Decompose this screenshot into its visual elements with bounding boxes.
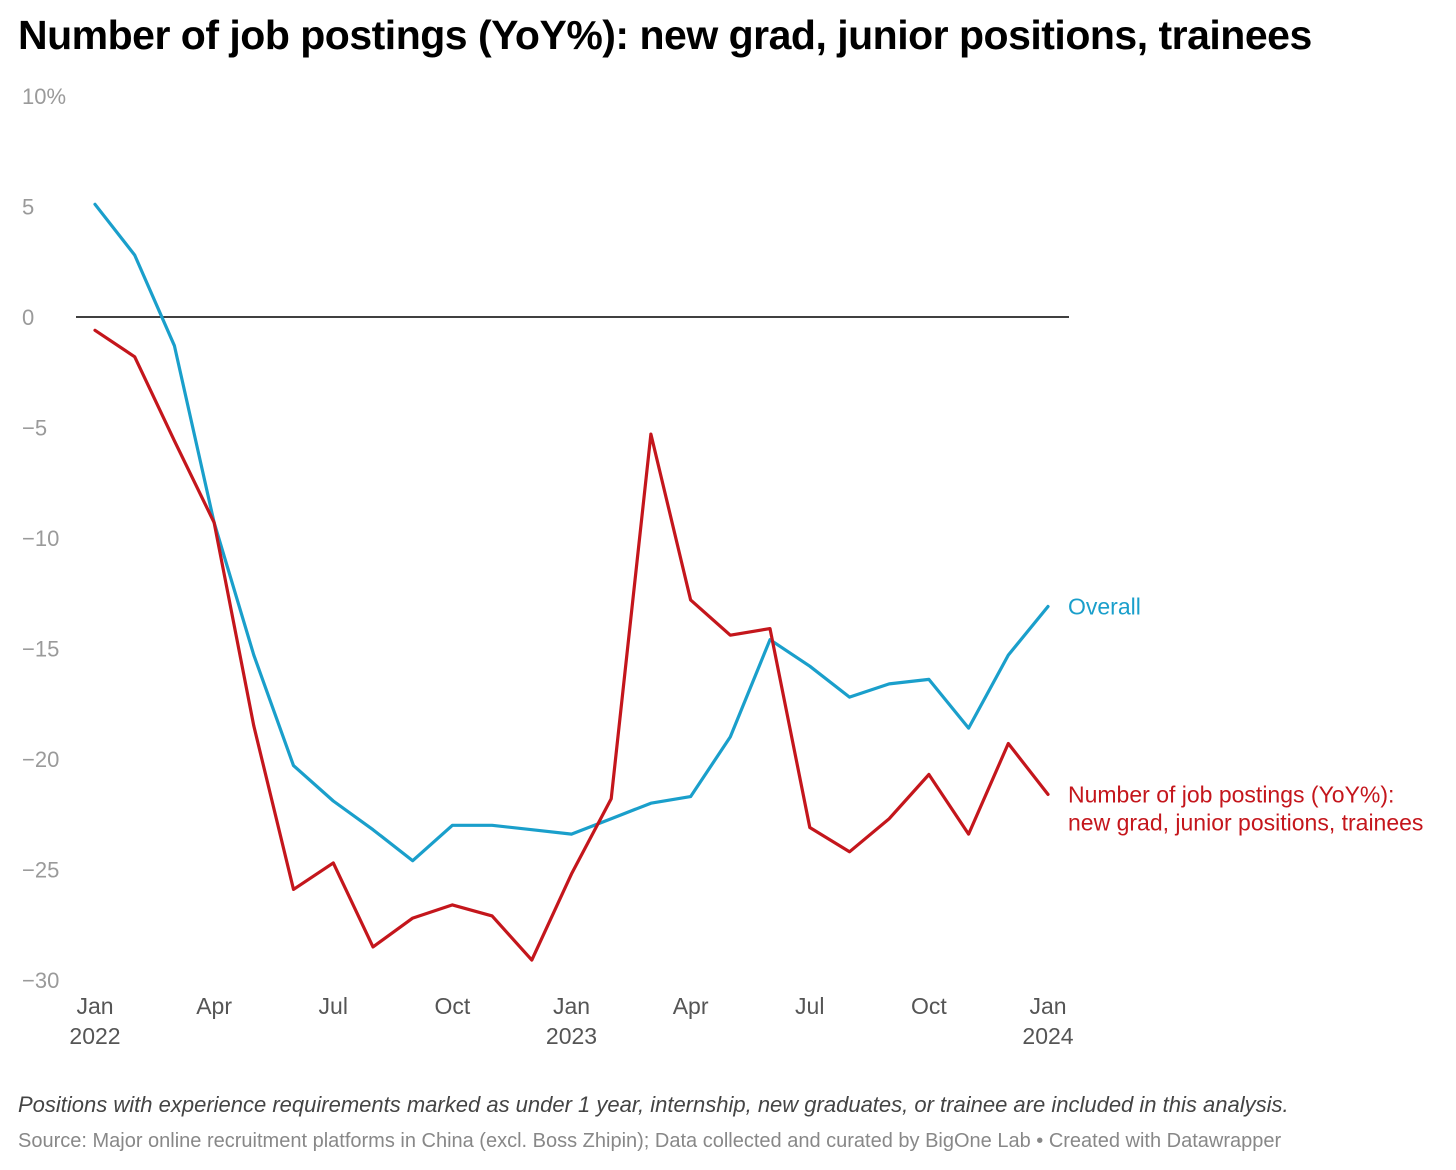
series-line-new-grad — [93, 328, 1050, 962]
y-tick-label: 5 — [22, 195, 34, 220]
chart-source: Source: Major online recruitment platfor… — [18, 1130, 1282, 1152]
x-tick-label: Jul — [795, 993, 824, 1019]
y-tick-label: −5 — [22, 416, 47, 441]
series-line-overall — [93, 202, 1050, 863]
x-tick-label: Apr — [673, 993, 709, 1019]
x-tick-label: Jan — [1029, 993, 1066, 1019]
series-labels: Overall Number of job postings (YoY%):new… — [1068, 594, 1423, 836]
y-tick-label: 0 — [22, 305, 34, 330]
x-tick-label: Jan — [76, 993, 113, 1019]
chart-note: Positions with experience requirements m… — [18, 1092, 1289, 1117]
series-lines — [93, 202, 1050, 962]
series-label: new grad, junior positions, trainees — [1068, 809, 1423, 835]
y-tick-label: −25 — [22, 858, 59, 883]
x-tick-label: Jul — [319, 993, 348, 1019]
series-label: Overall — [1068, 594, 1141, 620]
x-tick-label: Apr — [196, 993, 232, 1019]
x-tick-year: 2023 — [546, 1023, 597, 1049]
y-axis: 10% 5 0 −5 −10 −15 −20 −25 −30 — [22, 84, 66, 993]
y-tick-label: −15 — [22, 637, 59, 662]
y-tick-label: −10 — [22, 526, 59, 551]
series-label: Number of job postings (YoY%): — [1068, 781, 1394, 807]
chart-title: Number of job postings (YoY%): new grad,… — [18, 12, 1312, 58]
x-tick-label: Jan — [553, 993, 590, 1019]
x-tick-year: 2022 — [69, 1023, 120, 1049]
x-tick-label: Oct — [911, 993, 947, 1019]
x-tick-label: Oct — [434, 993, 470, 1019]
y-tick-label: 10% — [22, 84, 66, 109]
x-axis: Jan 2022 Apr Jul Oct Jan 2023 Apr Jul Oct Jan 2024 — [69, 993, 1073, 1049]
x-tick-year: 2024 — [1022, 1023, 1073, 1049]
y-tick-label: −30 — [22, 968, 59, 993]
y-tick-label: −20 — [22, 747, 59, 772]
